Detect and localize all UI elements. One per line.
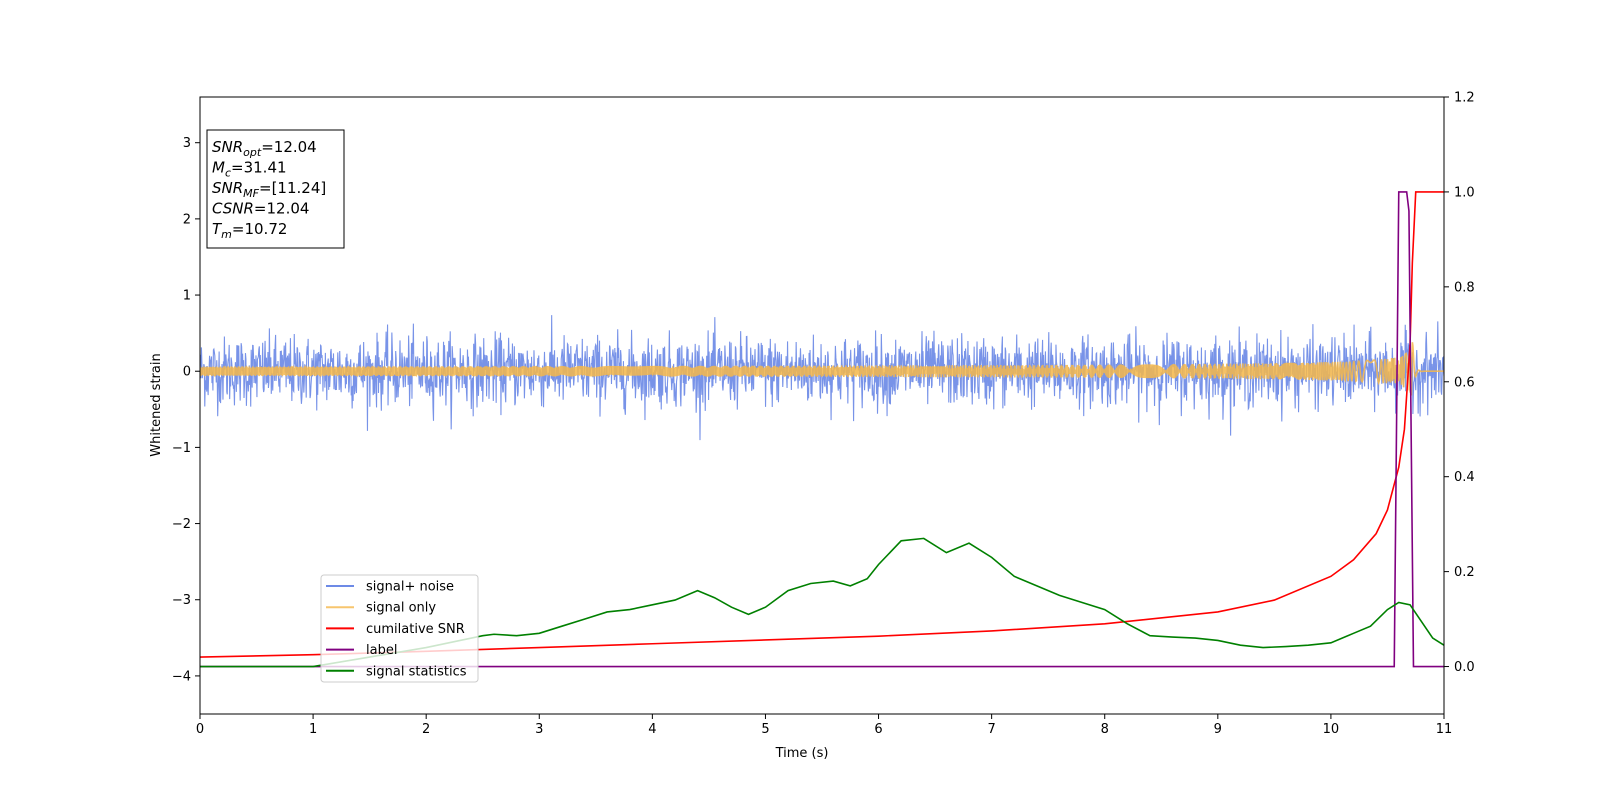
y-tick-label-left: 1 (183, 289, 191, 304)
x-tick-label: 7 (987, 722, 995, 737)
y-tick-label-left: −3 (172, 593, 191, 608)
stats-annotation-box: SNRopt=12.04Mc=31.41SNRMF=[11.24]CSNR=12… (206, 129, 345, 249)
annotation-line: SNRMF=[11.24] (212, 179, 326, 200)
annotation-line: Mc=31.41 (212, 159, 287, 180)
plot-area (200, 191, 1444, 668)
legend-label: signal+ noise (366, 580, 454, 595)
legend-label: signal statistics (366, 664, 467, 679)
annotation-frame (206, 129, 345, 249)
x-tick-label: 6 (874, 722, 882, 737)
x-tick-label: 4 (648, 722, 656, 737)
series-line-3 (200, 191, 1444, 668)
y-tick-label-right: 0.2 (1454, 565, 1475, 580)
annotation-line: SNRopt=12.04 (212, 138, 317, 159)
y-axis-label: Whitened strain (149, 353, 164, 456)
y-tick-label-right: 0.0 (1454, 660, 1475, 675)
y-tick-label-right: 1.2 (1454, 91, 1475, 106)
x-axis-label: Time (s) (775, 746, 829, 761)
legend-label: signal only (366, 601, 436, 616)
y-tick-label-left: 0 (183, 365, 191, 380)
x-tick-label: 3 (535, 722, 543, 737)
x-tick-label: 5 (761, 722, 769, 737)
x-tick-label: 9 (1214, 722, 1222, 737)
x-tick-label: 2 (422, 722, 430, 737)
axes: 0 1 2 3 4 5 6 7 8 9 10 113210−1−2−3−41.21.00.80.60.… (172, 91, 1475, 738)
legend-label: cumilative SNR (366, 622, 465, 637)
annotation-line: CSNR=12.04 (212, 200, 309, 218)
series-line-1 (200, 342, 1444, 396)
y-tick-label-left: −2 (172, 517, 191, 532)
x-tick-label: 10 (1323, 722, 1340, 737)
legend-label: label (366, 643, 397, 658)
plot-frame (199, 96, 1445, 715)
y-tick-label-right: 0.4 (1454, 470, 1475, 485)
x-tick-label: 0 (196, 722, 204, 737)
y-tick-label-left: 2 (183, 212, 191, 227)
series-line-4 (200, 537, 1444, 668)
legend-frame (320, 574, 479, 683)
legend: signal+ noise signal only cumilative SNR la… (320, 574, 479, 683)
y-tick-label-left: −1 (172, 441, 191, 456)
y-tick-label-right: 0.6 (1454, 375, 1475, 390)
x-tick-label: 11 (1436, 722, 1453, 737)
y-tick-label-right: 1.0 (1454, 185, 1475, 200)
series-line-2 (200, 191, 1444, 658)
x-tick-label: 1 (309, 722, 317, 737)
y-tick-label-left: −4 (172, 669, 191, 684)
y-tick-label-left: 3 (183, 136, 191, 151)
x-tick-label: 8 (1101, 722, 1109, 737)
y-tick-label-right: 0.8 (1454, 280, 1475, 295)
annotation-line: Tm=10.72 (212, 220, 287, 241)
